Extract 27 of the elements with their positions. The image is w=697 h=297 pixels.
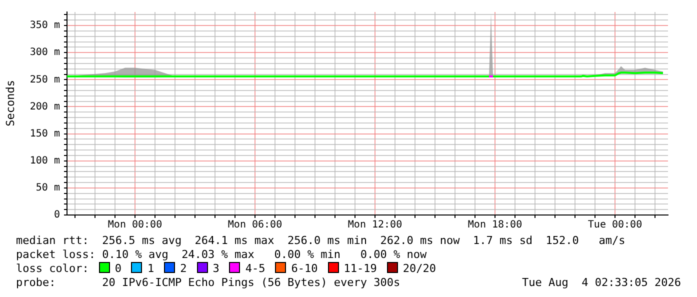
legend-label: 2: [180, 262, 187, 275]
legend-label: 4-5: [245, 262, 266, 275]
y-tick-label: 0: [54, 210, 60, 221]
y-tick-label: 200 m: [30, 101, 60, 112]
x-tick-label: Tue 00:00: [588, 220, 642, 231]
legend-label: 0: [114, 262, 122, 275]
x-tick-label: Mon 12:00: [348, 220, 402, 231]
y-tick-label: 150 m: [30, 128, 60, 140]
legend-label: 1: [147, 262, 154, 275]
text: median rtt: 256.5 ms avg 264.1 ms max 256.0 ms min 262.0 ms now 1.7 ms sd 152.0 am/s: [16, 234, 626, 248]
x-tick-label: Mon 06:00: [228, 220, 282, 231]
y-tick-label: 300 m: [30, 47, 60, 58]
legend-title: loss color:: [16, 262, 89, 275]
legend-label: 6-10: [291, 262, 318, 275]
y-axis-title: Seconds: [4, 80, 17, 126]
x-tick-label: Mon 00:00: [108, 220, 162, 231]
legend-label: 3: [212, 262, 220, 275]
x-tick-label: Mon 18:00: [468, 220, 522, 231]
y-tick-label: 350 m: [30, 20, 60, 32]
text: packet loss: 0.10 % avg 24.03 % max 0.00 % min 0.00 % now: [16, 248, 428, 262]
y-tick-label: 250 m: [30, 74, 60, 86]
legend-label: 11-19: [344, 262, 377, 275]
y-tick-label: 50 m: [36, 182, 60, 194]
text: Tue Aug 4 02:33:05 2026: [522, 276, 681, 290]
y-tick-label: 100 m: [30, 155, 60, 166]
text: probe: 20 IPv6-ICMP Echo Pings (56 Bytes) every 300s: [16, 276, 400, 289]
legend-label: 20/20: [402, 262, 436, 275]
